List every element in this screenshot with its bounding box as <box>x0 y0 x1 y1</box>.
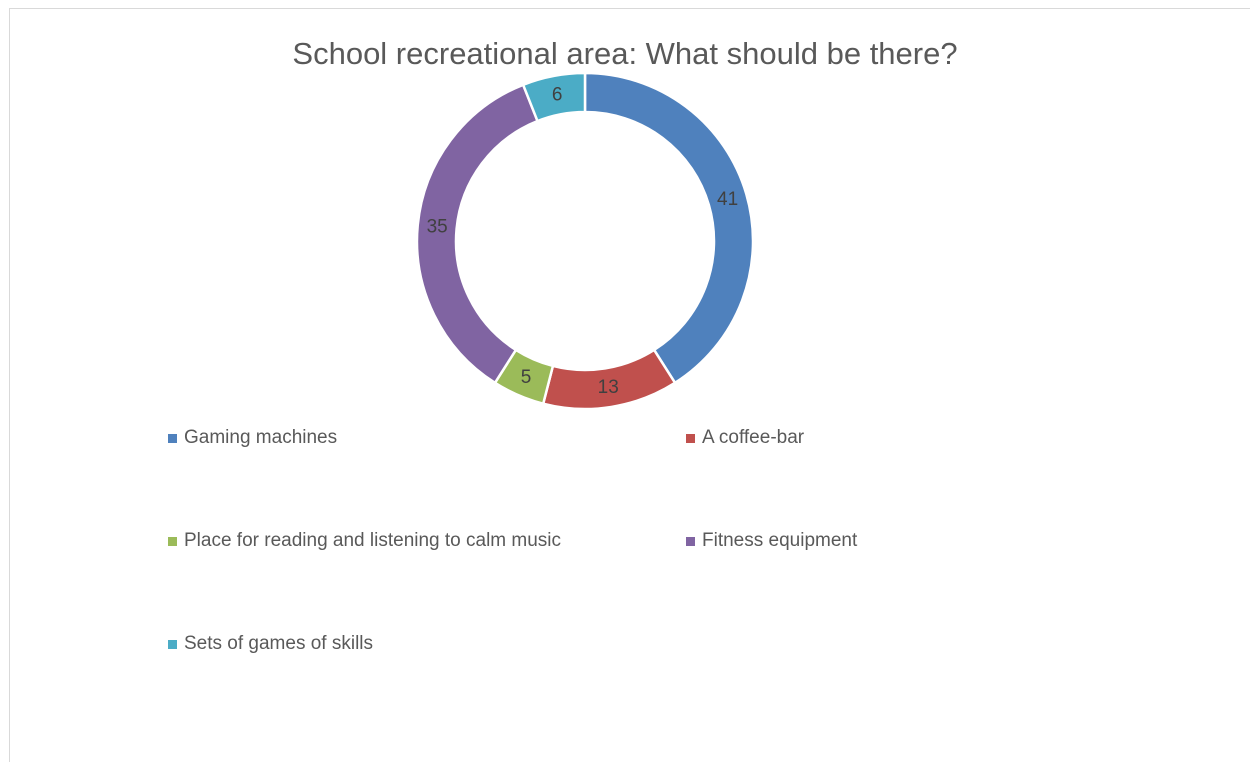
donut-data-labels: 41 13 5 35 6 <box>427 85 739 399</box>
donut-slice-sets-of-games <box>521 71 587 123</box>
data-label-gaming-machines: 41 <box>717 189 738 210</box>
legend-swatch <box>168 639 177 649</box>
legend-label: Sets of games of skills <box>184 633 374 654</box>
legend-swatch <box>686 433 695 443</box>
chart-title: School recreational area: What should be… <box>292 36 958 71</box>
data-label-sets-of-games: 6 <box>552 85 563 106</box>
donut-slices <box>415 71 755 411</box>
donut-slice-fitness-equipment <box>415 83 540 385</box>
donut-slice-gaming-machines <box>583 71 755 385</box>
legend-item-a-coffee-bar: A coffee-bar <box>686 427 804 449</box>
legend-swatch <box>686 536 695 546</box>
legend-label: Fitness equipment <box>702 530 858 551</box>
legend-item-place-for-reading: Place for reading and listening to calm … <box>168 530 561 552</box>
legend-item-sets-of-games: Sets of games of skills <box>168 633 373 655</box>
legend-label: Gaming machines <box>184 427 338 448</box>
data-label-a-coffee-bar: 13 <box>598 377 619 398</box>
legend-swatch <box>168 433 177 443</box>
legend-label: A coffee-bar <box>702 427 805 448</box>
data-label-place-for-reading: 5 <box>521 367 532 388</box>
chart-area <box>9 8 1250 762</box>
legend-item-fitness-equipment: Fitness equipment <box>686 530 857 552</box>
data-label-fitness-equipment: 35 <box>427 217 448 238</box>
legend-swatch <box>168 536 177 546</box>
legend-item-gaming-machines: Gaming machines <box>168 427 337 449</box>
legend-label: Place for reading and listening to calm … <box>184 530 562 551</box>
